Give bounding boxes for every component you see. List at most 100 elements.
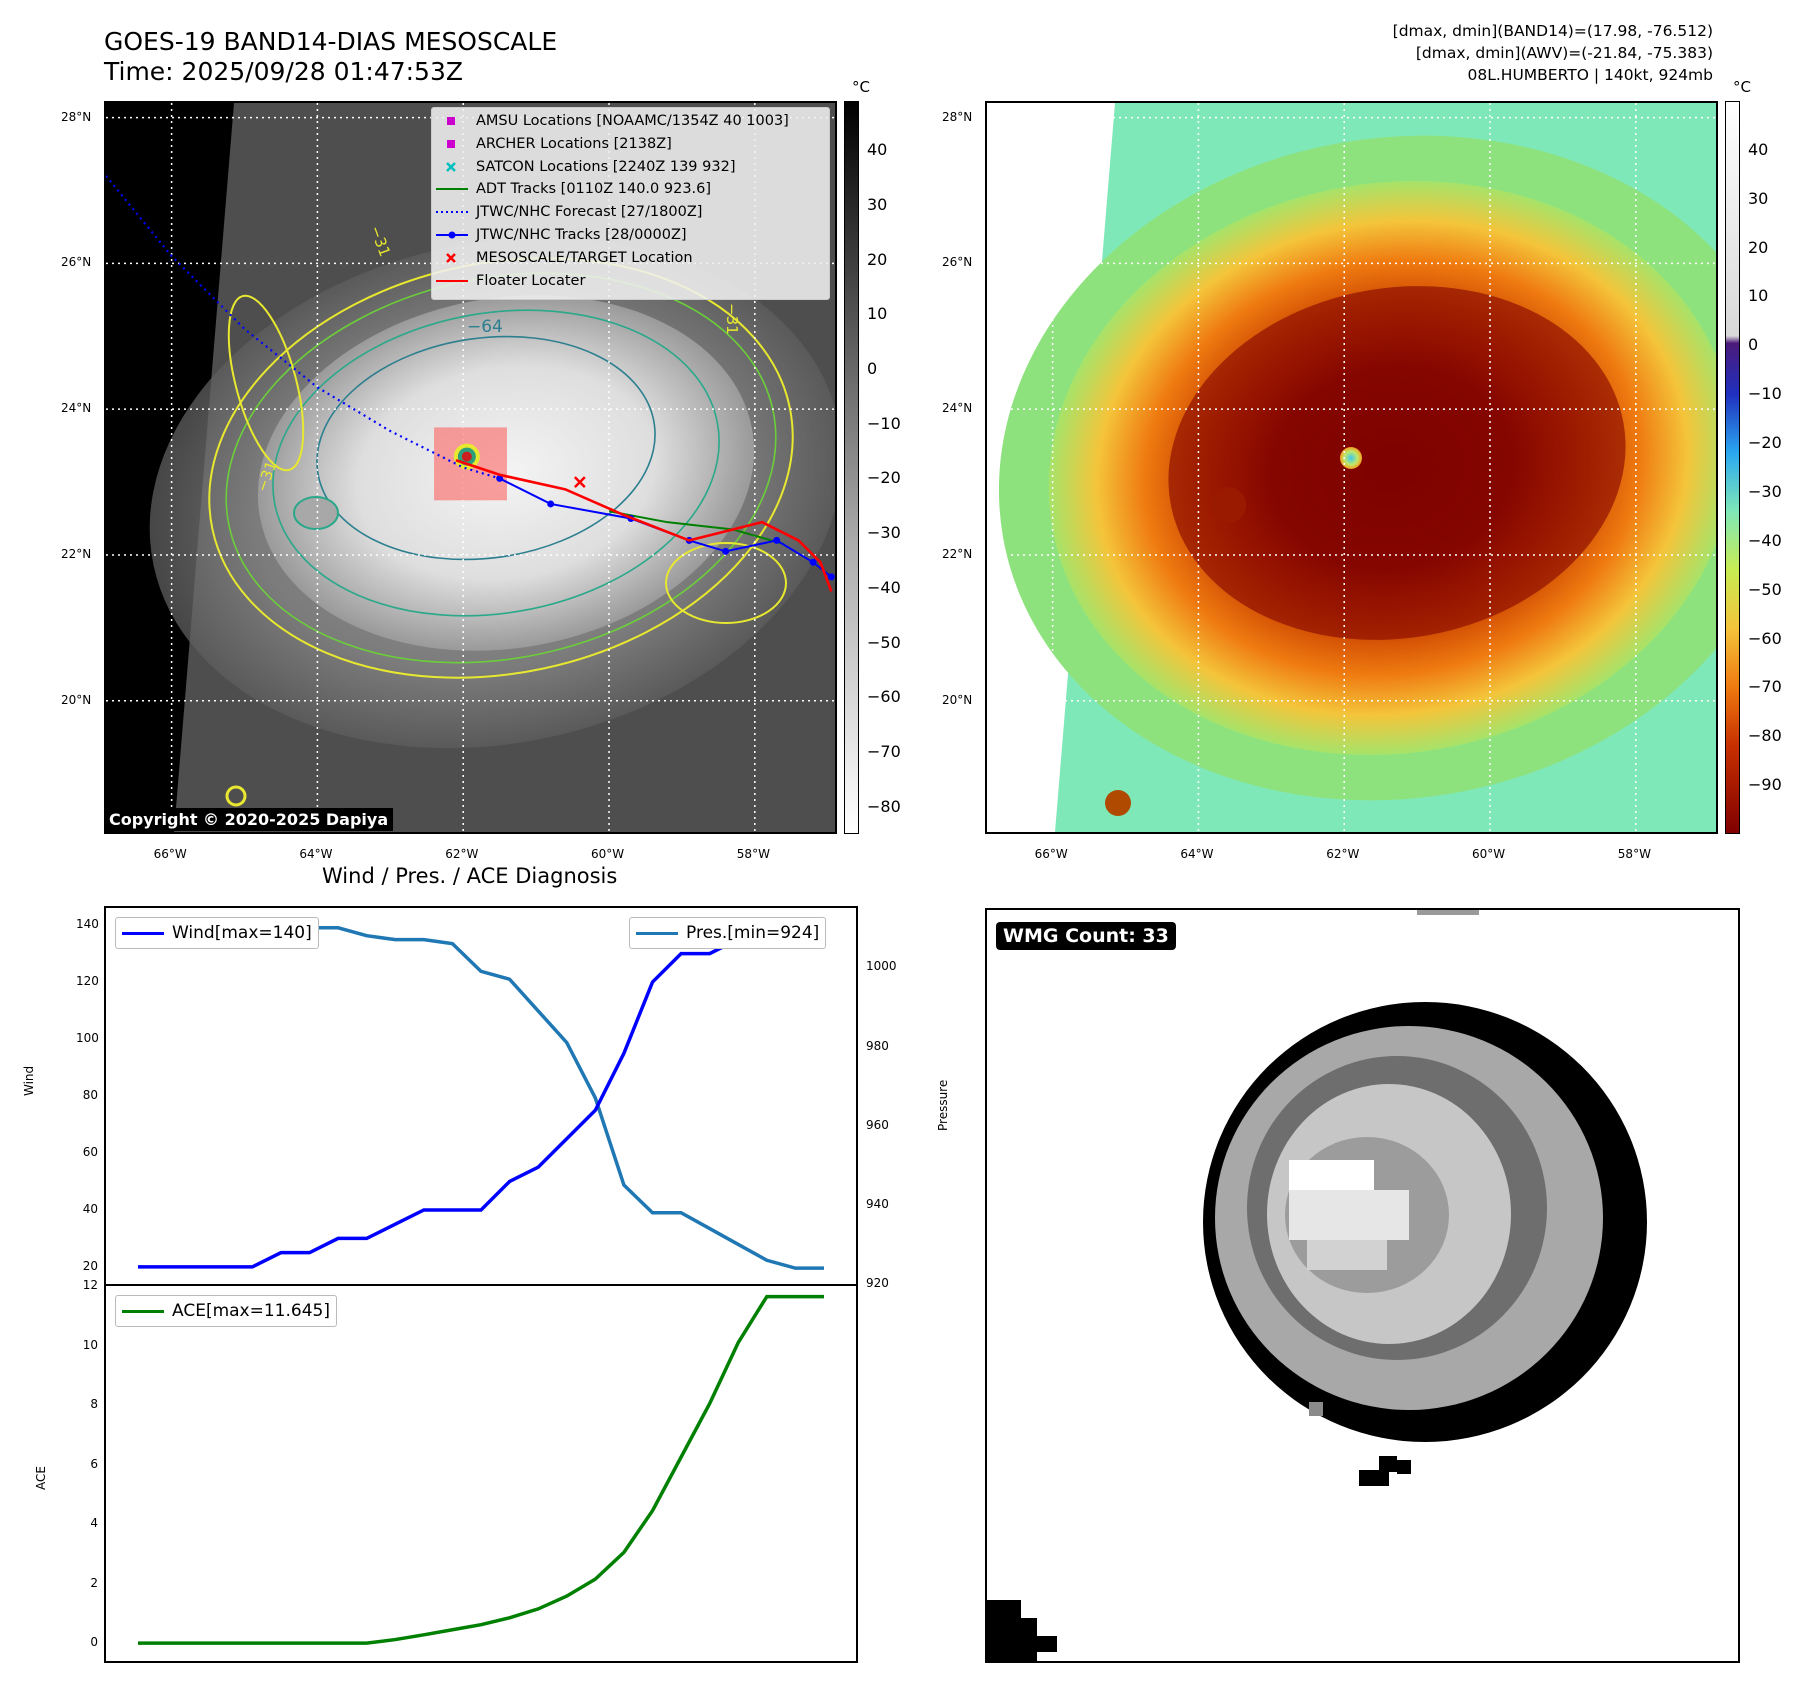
- pressure-legend: Pres.[min=924]: [629, 917, 827, 949]
- colorbar-tick-label: 40: [867, 140, 888, 160]
- colorbar-tick-label: 40: [1748, 139, 1769, 159]
- wind-pressure-chart: [138, 922, 824, 1270]
- colorbar-tick-label: −30: [867, 523, 901, 543]
- diagnosis-title: Wind / Pres. / ACE Diagnosis: [322, 864, 618, 888]
- jtwc-track: [499, 477, 832, 578]
- colorbar-tick-label: −20: [1748, 433, 1782, 453]
- ir-map-panel: −64 −31 −31 −31: [104, 101, 837, 834]
- square-symbol: [447, 117, 455, 125]
- wmg-image: [987, 910, 1738, 1661]
- ace-panel: [104, 1284, 858, 1663]
- ace-tick-label: 2: [90, 1575, 98, 1590]
- ace-tick-label: 0: [90, 1635, 98, 1650]
- enhanced-colorbar-unit: °C: [1733, 78, 1751, 96]
- enhanced-ir-map: [987, 103, 1716, 832]
- lat-tick-label: 26°N: [942, 255, 973, 270]
- colorbar-tick-label: 20: [1748, 237, 1769, 257]
- lon-tick-label: 58°W: [736, 847, 770, 861]
- colorbar-tick-label: −60: [1748, 628, 1782, 648]
- pressure-tick-label: 920: [866, 1276, 889, 1290]
- colorbar-tick-label: 10: [1748, 286, 1769, 306]
- jtwc-track-point: [722, 547, 730, 555]
- eye-center: [461, 451, 472, 462]
- ir-map: −64 −31 −31 −31: [106, 103, 835, 832]
- ace-tick-label: 12: [82, 1278, 98, 1292]
- lat-tick-label: 22°N: [61, 546, 92, 561]
- lat-tick-label: 24°N: [61, 401, 92, 416]
- jtwc-track-point: [547, 500, 555, 508]
- lon-tick-label: 62°W: [1326, 847, 1360, 861]
- lat-tick-label: 28°N: [61, 109, 92, 124]
- colorbar-tick-label: −70: [867, 741, 901, 761]
- square-symbol: [447, 139, 455, 148]
- pressure-axis-label: Pressure: [936, 1079, 950, 1131]
- colorbar-tick-label: −30: [1748, 481, 1782, 501]
- adt-track: [608, 510, 785, 546]
- ace-tick-label: 8: [90, 1397, 98, 1412]
- legend-label: SATCON Locations [2240Z 139 932]: [476, 158, 736, 175]
- legend-label: ARCHER Locations [2138Z]: [476, 135, 672, 152]
- pressure-tick-label: 960: [866, 1117, 889, 1132]
- legend-label: Floater Locater: [476, 272, 586, 289]
- legend-label: AMSU Locations [NOAAMC/1354Z 40 1003]: [476, 113, 789, 129]
- ir-colorbar-unit: °C: [852, 78, 870, 96]
- lat-tick-label: 28°N: [942, 109, 973, 124]
- forecast-track: [106, 175, 500, 480]
- colorbar-tick-label: −10: [867, 413, 901, 433]
- ace-line: [138, 1294, 824, 1645]
- wind-axis-label: Wind: [22, 1065, 36, 1096]
- ace-tick-label: 6: [90, 1456, 98, 1471]
- colorbar-tick-label: −50: [867, 632, 901, 652]
- colorbar-tick-label: −60: [867, 687, 901, 707]
- lon-tick-label: 64°W: [1180, 847, 1214, 861]
- legend-label: ADT Tracks [0110Z 140.0 923.6]: [476, 181, 712, 198]
- ir-colorbar: [844, 101, 859, 834]
- colorbar-tick-label: 20: [867, 249, 888, 269]
- ace-chart: [138, 1294, 824, 1645]
- linedot-symbol: [436, 231, 468, 239]
- enhanced-colorbar: [1725, 101, 1740, 834]
- lat-tick-label: 24°N: [942, 401, 973, 416]
- band14-range: [dmax, dmin](BAND14)=(17.98, -76.512): [1392, 22, 1713, 40]
- pressure-tick-label: 1000: [866, 959, 897, 974]
- jtwc-track-point: [496, 474, 504, 482]
- pressure-line: [138, 922, 824, 1270]
- wind-tick-label: 100: [76, 1031, 99, 1046]
- wind-legend-label: Wind[max=140]: [172, 923, 312, 943]
- wind-tick-label: 120: [76, 974, 99, 989]
- wind-tick-label: 80: [82, 1088, 98, 1102]
- copyright-label: Copyright © 2020-2025 Dapiya: [104, 808, 394, 831]
- wind-pressure-panel: [104, 906, 858, 1286]
- colorbar-tick-label: 30: [1748, 188, 1769, 208]
- wind-tick-label: 140: [76, 917, 99, 932]
- wind-line: [138, 923, 824, 1269]
- colorbar-tick-label: 0: [867, 359, 878, 379]
- floater-track: [455, 458, 833, 592]
- awv-range: [dmax, dmin](AWV)=(-21.84, -75.383): [1415, 44, 1713, 62]
- colorbar-tick-label: −40: [867, 577, 901, 597]
- ace-tick-label: 10: [82, 1337, 98, 1352]
- colorbar-tick-label: −90: [1748, 775, 1782, 795]
- colorbar-tick-label: −70: [1748, 677, 1782, 697]
- legend-label: JTWC/NHC Forecast [27/1800Z]: [476, 204, 703, 221]
- target-marker: [573, 476, 586, 488]
- ace-tick-label: 4: [90, 1516, 98, 1531]
- lon-tick-label: 60°W: [591, 847, 625, 861]
- pressure-tick-label: 940: [866, 1196, 889, 1211]
- colorbar-tick-label: 10: [867, 304, 888, 324]
- legend-label: MESOSCALE/TARGET Location: [476, 249, 693, 266]
- colorbar-tick-label: 30: [867, 194, 888, 214]
- lon-tick-label: 62°W: [445, 847, 479, 861]
- wmg-count-label: WMG Count: 33: [996, 922, 1176, 950]
- x-symbol: [446, 161, 456, 172]
- lat-tick-label: 26°N: [61, 255, 92, 270]
- colorbar-tick-label: 0: [1748, 335, 1759, 355]
- wind-legend: Wind[max=140]: [115, 917, 319, 949]
- colorbar-tick-label: −50: [1748, 579, 1782, 599]
- colorbar-tick-label: −20: [867, 468, 901, 488]
- wind-tick-label: 40: [82, 1201, 98, 1216]
- jtwc-track-point: [827, 573, 835, 581]
- storm-info: 08L.HUMBERTO | 140kt, 924mb: [1467, 66, 1714, 84]
- colorbar-tick-label: −40: [1748, 530, 1782, 550]
- x-symbol: [446, 252, 456, 263]
